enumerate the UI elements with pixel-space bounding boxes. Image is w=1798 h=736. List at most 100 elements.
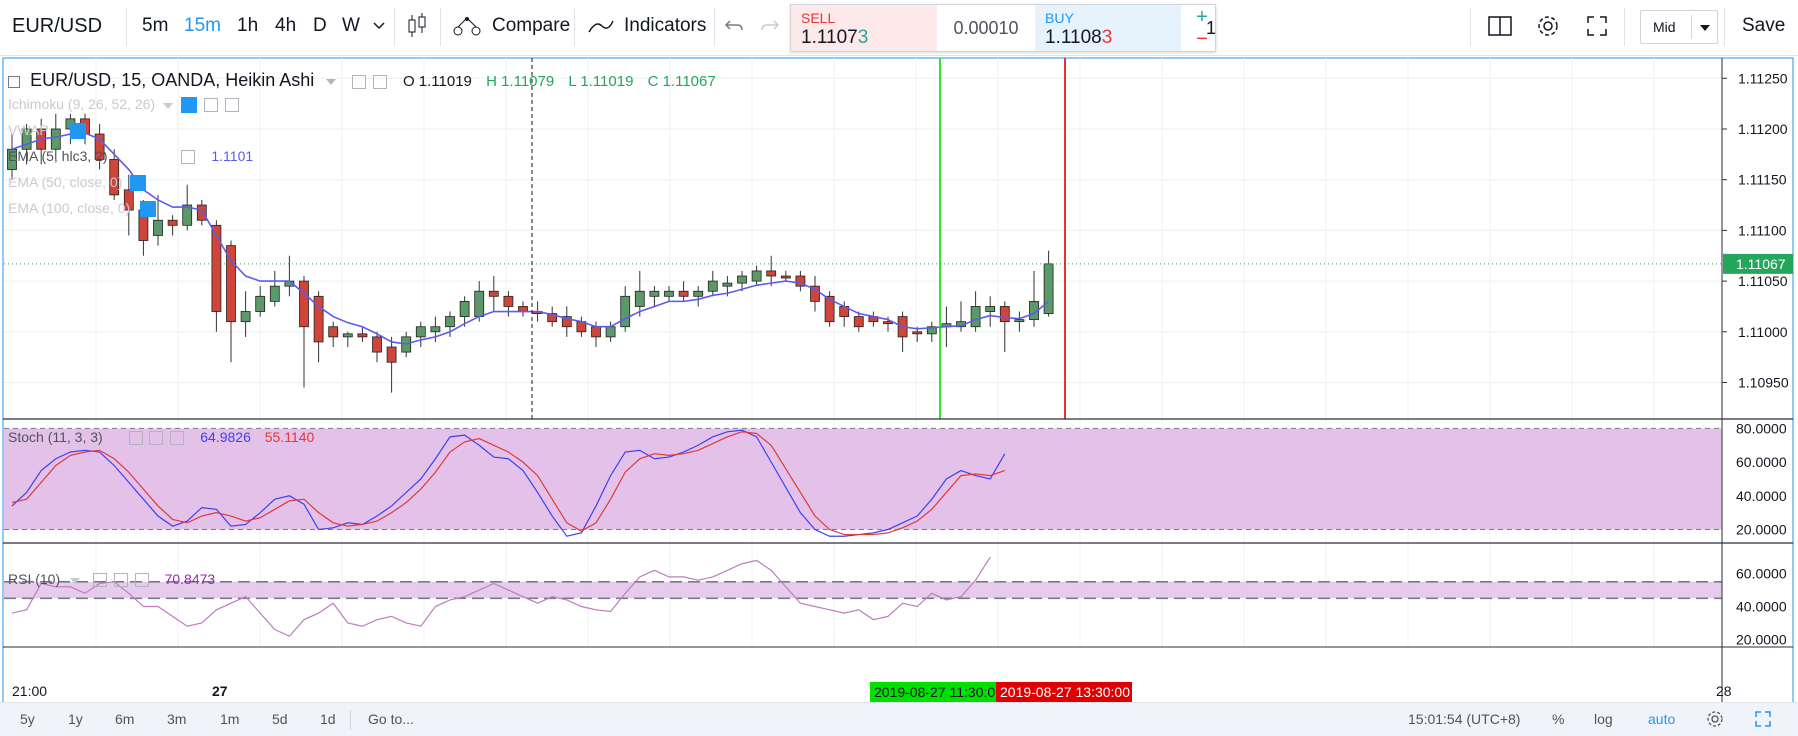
interval-4h[interactable]: 4h — [275, 0, 296, 52]
rsi-legend[interactable]: RSI (10) 70.8473 — [8, 571, 215, 588]
eye-icon[interactable] — [128, 431, 143, 446]
close-icon[interactable] — [134, 573, 149, 588]
save-button[interactable]: Save — [1742, 0, 1785, 52]
candle-body — [634, 290, 645, 307]
settings-button[interactable] — [1536, 0, 1560, 52]
layout-button[interactable] — [1488, 0, 1512, 52]
candles-icon — [408, 13, 426, 37]
candle-body — [795, 275, 806, 287]
candle-body — [357, 333, 368, 338]
candle-body — [459, 300, 470, 317]
range-1y[interactable]: 1y — [68, 711, 83, 727]
close-value: C 1.11067 — [647, 73, 716, 90]
percent-toggle[interactable]: % — [1552, 711, 1565, 727]
chart-title[interactable]: EUR/USD, 15, OANDA, Heikin Ashi — [30, 70, 315, 90]
interval-dropdown[interactable] — [373, 0, 385, 52]
rsi-tick-label: 40.0000 — [1736, 599, 1787, 615]
candle-body — [386, 346, 397, 363]
indicator-legend-ichimoku[interactable]: Ichimoku (9, 26, 52, 26) — [8, 96, 239, 114]
goto-button[interactable]: Go to... — [368, 711, 414, 727]
maximize-button[interactable] — [1754, 710, 1772, 731]
layout-icon — [1488, 16, 1512, 36]
chevron-down-icon — [70, 578, 81, 584]
range-6m[interactable]: 6m — [115, 711, 135, 727]
range-5y[interactable]: 5y — [20, 711, 35, 727]
eye-icon[interactable] — [130, 175, 147, 192]
collapse-icon[interactable] — [8, 76, 20, 89]
range-5d[interactable]: 5d — [272, 711, 288, 727]
candle-body — [430, 326, 441, 333]
candle-body — [985, 306, 996, 312]
gear-icon[interactable] — [149, 431, 164, 446]
stoch-d-line — [11, 431, 1005, 536]
indicator-legend-vwap[interactable]: VWAP — [8, 122, 87, 140]
ema-line — [11, 132, 1050, 345]
chart-canvas[interactable]: 1.112501.112001.111501.111001.110501.110… — [0, 56, 1798, 736]
candle-body — [853, 316, 864, 328]
quantity-minus-button[interactable]: − — [1196, 28, 1208, 50]
range-1d[interactable]: 1d — [320, 711, 336, 727]
interval-label: 5m — [142, 15, 169, 36]
candle-body — [94, 133, 105, 160]
stoch-d-value: 55.1140 — [264, 429, 315, 445]
quantity-input[interactable]: 1 — [1205, 18, 1216, 38]
close-icon[interactable] — [170, 431, 185, 446]
eye-icon[interactable] — [140, 201, 157, 218]
stoch-legend[interactable]: Stoch (11, 3, 3) 64.9826 55.1140 — [8, 429, 315, 446]
fullscreen-button[interactable] — [1586, 0, 1608, 52]
auto-toggle[interactable]: auto — [1648, 711, 1676, 727]
candle-body — [547, 313, 558, 323]
main-pane — [4, 58, 1722, 419]
indicators-button[interactable]: Indicators — [588, 0, 706, 52]
range-1m[interactable]: 1m — [220, 711, 240, 727]
interval-1h[interactable]: 1h — [237, 0, 258, 52]
eye-icon[interactable] — [92, 573, 107, 588]
candle-body — [707, 280, 718, 292]
fullscreen-icon — [1587, 16, 1607, 36]
time-tick-label: 27 — [212, 683, 228, 699]
gear-icon[interactable] — [372, 75, 387, 90]
candle-body — [182, 204, 193, 226]
buy-button[interactable]: BUY 1.11083 — [1035, 5, 1181, 51]
candle-body — [342, 333, 353, 338]
candle-body — [678, 290, 689, 297]
eye-icon[interactable] — [180, 97, 197, 114]
price-tick-label: 1.11100 — [1738, 222, 1787, 238]
indicator-legend-ema100[interactable]: EMA (100, close, 0) — [8, 200, 157, 218]
compare-button[interactable]: Compare — [452, 0, 570, 52]
settings-button[interactable] — [1706, 710, 1724, 731]
log-toggle[interactable]: log — [1594, 711, 1613, 727]
trading-panel: SELL 1.11073 0.00010 BUY 1.11083 1 + − — [790, 4, 1216, 52]
symbol-button[interactable]: EUR/USD — [12, 0, 102, 52]
close-icon[interactable] — [224, 98, 239, 113]
current-price-label: 1.11067 — [1736, 256, 1786, 272]
chart-type-button[interactable] — [406, 0, 428, 52]
quantity-plus-button[interactable]: + — [1196, 6, 1208, 28]
undo-button[interactable] — [724, 0, 744, 52]
redo-button[interactable] — [760, 0, 780, 52]
eye-icon[interactable] — [70, 123, 87, 140]
buy-label: BUY — [1045, 10, 1074, 26]
sell-label: SELL — [801, 10, 836, 26]
interval-5m[interactable]: 5m — [142, 0, 168, 52]
rsi-line — [11, 556, 991, 637]
main-legend: EUR/USD, 15, OANDA, Heikin Ashi O 1.1101… — [8, 70, 716, 91]
price-source-select[interactable]: Mid — [1640, 10, 1718, 44]
bottom-toolbar: 5y 1y 6m 3m 1m 5d 1d Go to... 15:01:54 (… — [0, 702, 1798, 736]
indicator-legend-ema50[interactable]: EMA (50, close, 0) — [8, 174, 147, 192]
stoch-k-value: 64.9826 — [200, 429, 251, 445]
undo-icon — [724, 20, 743, 31]
indicator-legend-ema5[interactable]: EMA (5, hlc3, 2) 1.1101 — [8, 148, 253, 165]
range-3m[interactable]: 3m — [167, 711, 187, 727]
sell-button[interactable]: SELL 1.11073 — [791, 5, 937, 51]
interval-w[interactable]: W — [342, 0, 360, 52]
indicator-name: VWAP — [8, 122, 49, 138]
interval-15m[interactable]: 15m — [184, 0, 221, 52]
gear-icon[interactable] — [203, 98, 218, 113]
interval-d[interactable]: D — [313, 0, 327, 52]
rsi-band — [4, 581, 1722, 599]
close-icon[interactable] — [181, 150, 196, 165]
candle-body — [50, 128, 61, 150]
eye-icon[interactable] — [351, 75, 366, 90]
gear-icon[interactable] — [113, 573, 128, 588]
